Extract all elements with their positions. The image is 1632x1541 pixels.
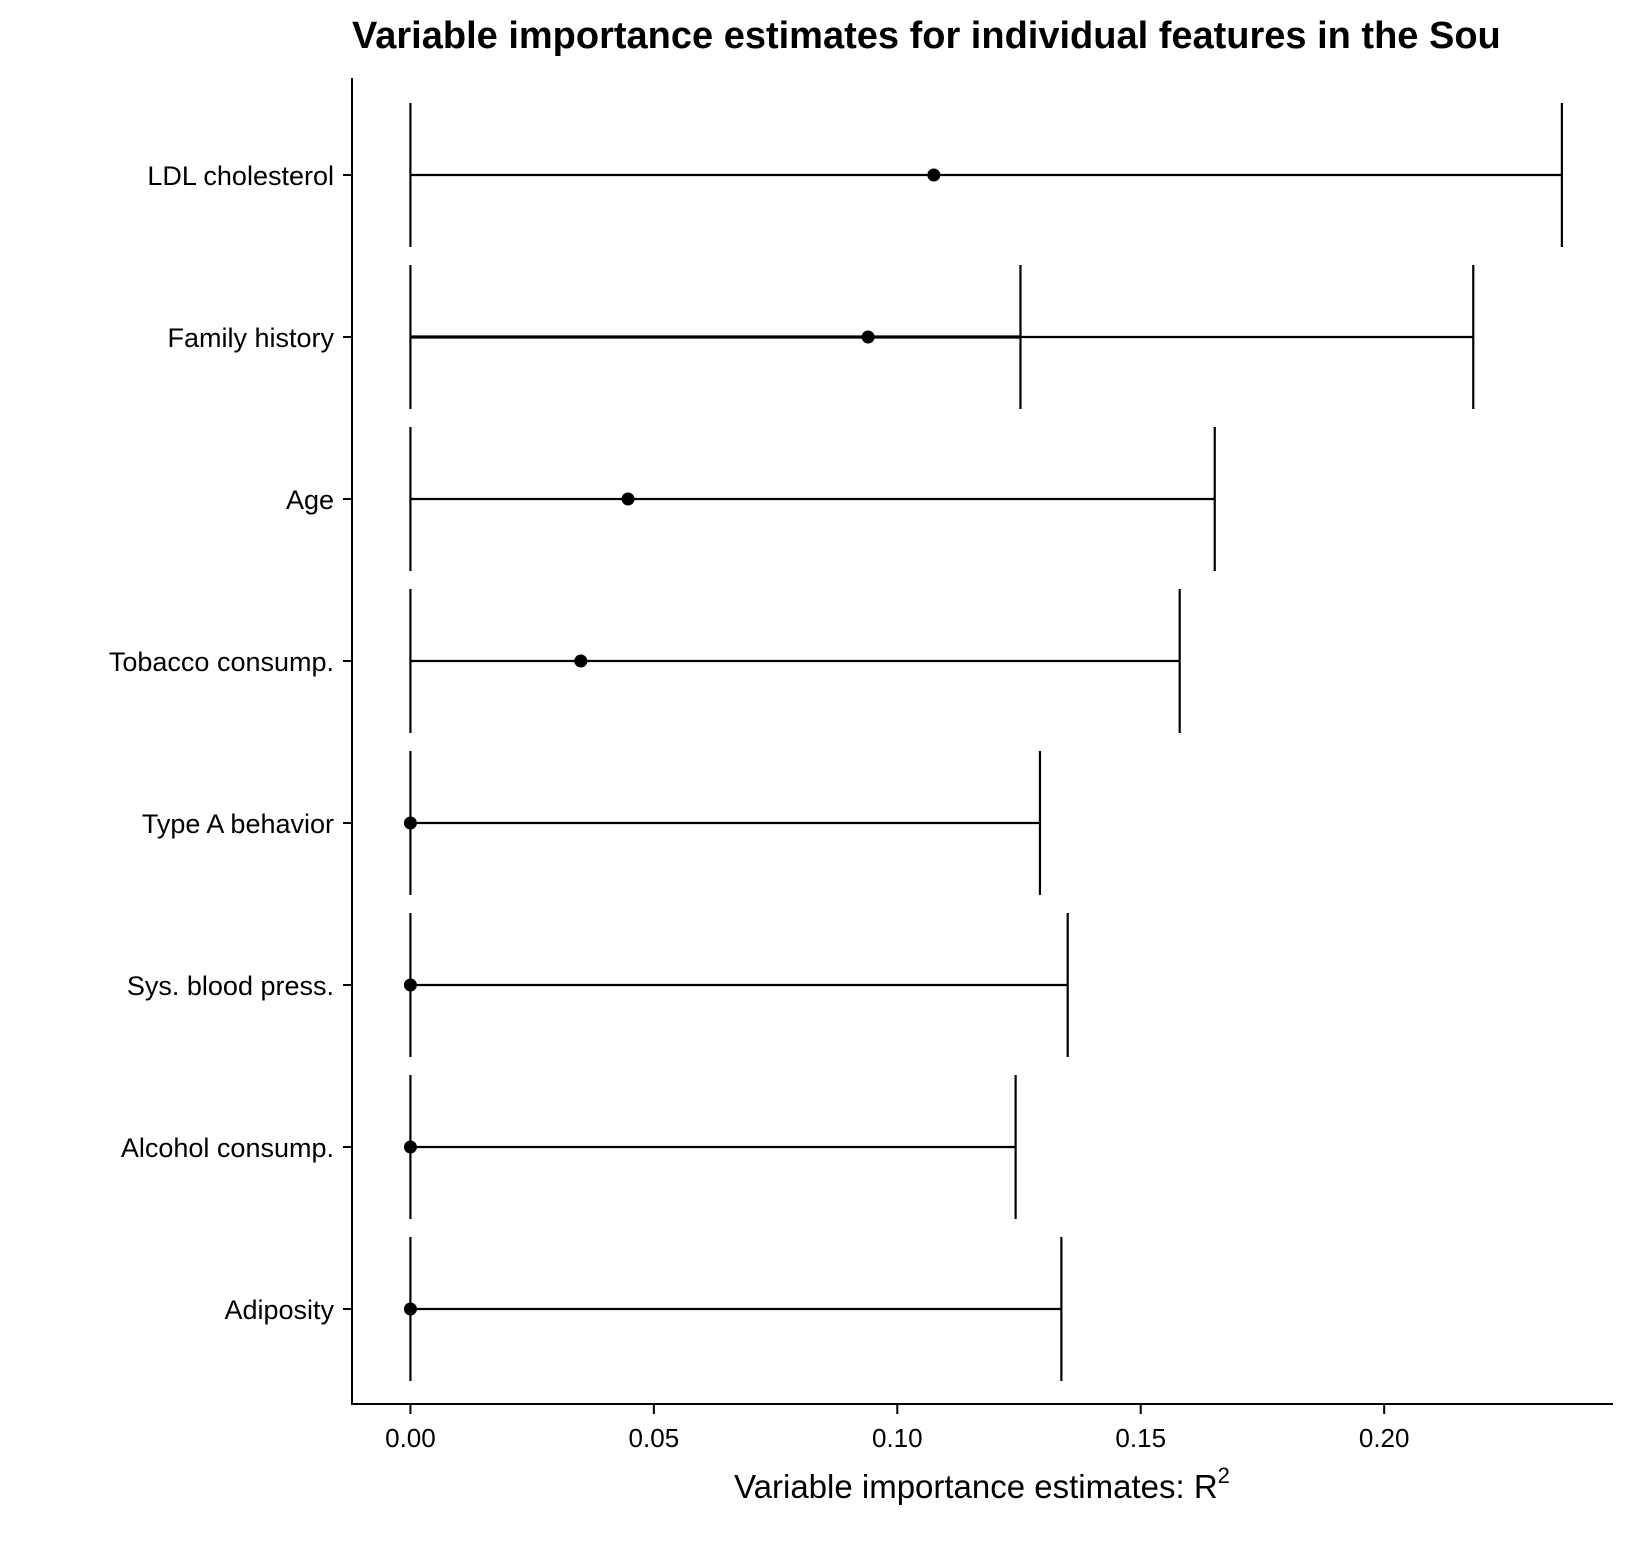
row-4-marks — [403, 751, 1042, 895]
row-6-marks — [403, 1075, 1017, 1219]
x-axis-ticks: 0.00 0.05 0.10 0.15 0.20 — [385, 1404, 1409, 1453]
estimate-point — [927, 168, 941, 182]
row-0-marks — [409, 103, 1563, 247]
estimate-point — [403, 816, 417, 830]
row-5-marks — [403, 913, 1069, 1057]
x-tick-label: 0.00 — [385, 1423, 436, 1453]
x-axis-label: Variable importance estimates: R2 — [734, 1463, 1230, 1505]
y-tick-label: Family history — [167, 323, 334, 353]
y-axis-labels: LDL cholesterol Family history Age Tobacco … — [109, 161, 352, 1325]
y-tick-label: Sys. blood press. — [127, 971, 334, 1001]
x-tick-label: 0.10 — [872, 1423, 923, 1453]
row-7-marks — [403, 1237, 1063, 1381]
y-tick-label: Age — [286, 485, 334, 515]
estimate-point — [861, 330, 875, 344]
row-3-marks — [409, 589, 1181, 733]
row-1-marks — [409, 265, 1475, 409]
x-tick-label: 0.20 — [1359, 1423, 1410, 1453]
x-axis-label-text: Variable importance estimates: R — [734, 1468, 1218, 1505]
estimate-point — [574, 654, 588, 668]
chart-title: Variable importance estimates for indivi… — [352, 15, 1501, 57]
estimate-point — [403, 978, 417, 992]
x-axis-label-superscript: 2 — [1218, 1463, 1230, 1488]
estimate-point — [403, 1302, 417, 1316]
plot-marks — [403, 103, 1563, 1381]
estimate-point — [403, 1140, 417, 1154]
estimate-point — [621, 492, 635, 506]
y-tick-label: LDL cholesterol — [147, 161, 334, 191]
y-tick-label: Alcohol consump. — [121, 1133, 334, 1163]
y-tick-label: Adiposity — [224, 1295, 334, 1325]
x-tick-label: 0.15 — [1115, 1423, 1166, 1453]
y-tick-label: Type A behavior — [142, 809, 334, 839]
x-tick-label: 0.05 — [629, 1423, 680, 1453]
y-tick-label: Tobacco consump. — [109, 647, 334, 677]
row-2-marks — [409, 427, 1216, 571]
